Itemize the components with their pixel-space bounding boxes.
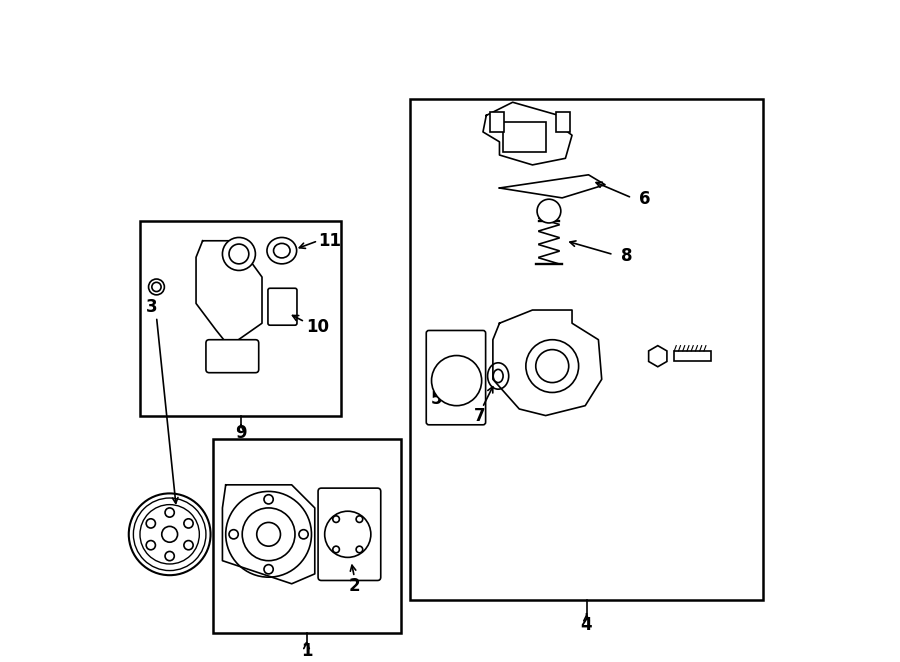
FancyBboxPatch shape bbox=[206, 340, 258, 373]
Circle shape bbox=[333, 546, 339, 553]
Bar bbox=[503, 122, 545, 152]
Circle shape bbox=[242, 508, 295, 561]
Bar bbox=[140, 221, 341, 416]
Ellipse shape bbox=[274, 244, 290, 258]
Bar bbox=[490, 112, 504, 132]
Circle shape bbox=[229, 244, 248, 264]
Text: 9: 9 bbox=[235, 424, 247, 442]
Polygon shape bbox=[674, 351, 711, 361]
Bar bbox=[212, 439, 400, 634]
Circle shape bbox=[146, 519, 156, 528]
FancyBboxPatch shape bbox=[318, 488, 381, 581]
Circle shape bbox=[264, 565, 274, 574]
Polygon shape bbox=[500, 175, 605, 198]
Text: 4: 4 bbox=[580, 616, 592, 634]
Text: 6: 6 bbox=[639, 190, 651, 209]
Text: 11: 11 bbox=[319, 232, 341, 250]
Text: 1: 1 bbox=[301, 642, 312, 660]
Text: 3: 3 bbox=[146, 298, 157, 316]
FancyBboxPatch shape bbox=[268, 288, 297, 325]
Text: 5: 5 bbox=[430, 390, 442, 408]
Circle shape bbox=[526, 340, 579, 393]
Circle shape bbox=[264, 495, 274, 504]
Text: 2: 2 bbox=[348, 577, 360, 594]
Ellipse shape bbox=[488, 363, 508, 389]
Circle shape bbox=[431, 355, 482, 406]
Circle shape bbox=[226, 491, 311, 577]
Circle shape bbox=[165, 551, 175, 561]
Circle shape bbox=[140, 504, 199, 564]
Text: 7: 7 bbox=[474, 406, 485, 424]
Circle shape bbox=[222, 238, 256, 271]
Circle shape bbox=[146, 541, 156, 550]
Circle shape bbox=[129, 493, 211, 575]
FancyBboxPatch shape bbox=[427, 330, 486, 425]
Text: 10: 10 bbox=[307, 318, 329, 336]
Circle shape bbox=[333, 516, 339, 522]
Circle shape bbox=[536, 350, 569, 383]
Circle shape bbox=[184, 541, 194, 550]
Circle shape bbox=[165, 508, 175, 517]
Ellipse shape bbox=[267, 238, 297, 264]
Bar bbox=[555, 112, 570, 132]
Polygon shape bbox=[483, 102, 572, 165]
Circle shape bbox=[325, 511, 371, 557]
Circle shape bbox=[229, 530, 238, 539]
Text: 8: 8 bbox=[621, 247, 633, 265]
Circle shape bbox=[299, 530, 308, 539]
Circle shape bbox=[256, 522, 281, 546]
Circle shape bbox=[133, 498, 206, 571]
Circle shape bbox=[356, 546, 363, 553]
Circle shape bbox=[356, 516, 363, 522]
Ellipse shape bbox=[493, 369, 503, 383]
Bar bbox=[410, 99, 763, 600]
Polygon shape bbox=[493, 310, 602, 416]
Circle shape bbox=[162, 526, 177, 542]
Circle shape bbox=[148, 279, 165, 295]
Circle shape bbox=[184, 519, 194, 528]
Circle shape bbox=[537, 199, 561, 223]
Circle shape bbox=[152, 282, 161, 291]
